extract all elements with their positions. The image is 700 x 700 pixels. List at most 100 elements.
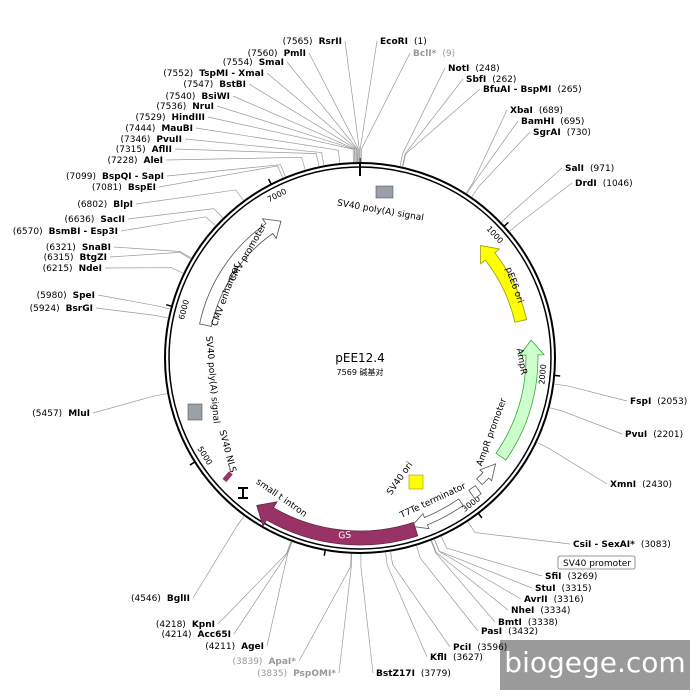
small-t-intron [238, 487, 248, 499]
cmv-arrow [199, 218, 282, 327]
sv40-promoter-box [557, 555, 636, 570]
site-label: (7081) BspEI [92, 183, 156, 193]
leader-line [361, 52, 411, 163]
site-pos: (7099) [66, 172, 96, 182]
site-name: BspEI [128, 183, 156, 193]
site-label: (7346) PvuII [120, 135, 182, 145]
tick-mark [189, 461, 196, 466]
feature-label: AmpR [514, 348, 529, 376]
site-label: XmnI (2430) [610, 480, 672, 490]
site-pos: (730) [567, 128, 591, 138]
site-label: AvrII (3316) [524, 595, 584, 605]
leader-line [433, 539, 522, 600]
leader-line [431, 540, 509, 611]
site-pos: (7560) [248, 49, 278, 59]
site-name: NruI [192, 102, 214, 112]
leader-line [338, 553, 353, 674]
site-name: BtgZI [80, 253, 107, 263]
site-pos: (7444) [125, 124, 155, 134]
site-pos: (9) [442, 49, 455, 59]
sv40-nls-box [222, 471, 233, 483]
leader-line [266, 72, 358, 163]
site-name: BamHI [521, 117, 554, 127]
leader-line [113, 246, 192, 259]
site-label: KflI (3627) [430, 653, 483, 663]
site-label: (7099) BspQI - SapI [66, 172, 164, 182]
site-name: BsrGI [66, 304, 93, 314]
tick-mark [323, 549, 327, 556]
site-pos: (7540) [165, 92, 195, 102]
site-pos: (7554) [223, 58, 253, 68]
site-pos: (3083) [641, 540, 671, 550]
sv40-polya-left [187, 403, 203, 421]
leader-line [135, 189, 244, 205]
leader-line [174, 148, 320, 167]
site-name: BmtI [498, 618, 522, 628]
leader-line [465, 109, 508, 194]
site-pos: (5980) [37, 291, 67, 301]
site-name: NheI [511, 606, 534, 616]
site-label: BclI* (9) [413, 49, 455, 59]
leader-line [360, 553, 374, 674]
tick-label: 3000 [460, 494, 482, 513]
site-label: SalI (971) [565, 164, 614, 174]
leader-line [109, 252, 192, 260]
leader-line [536, 442, 608, 485]
tick-mark [477, 512, 483, 519]
site-label: (7547) BstBI [183, 80, 246, 90]
site-label: EcoRI (1) [380, 37, 427, 47]
site-label: XbaI (689) [510, 106, 563, 116]
site-label: (5980) SpeI [37, 291, 95, 301]
site-label: (4218) KpnI [156, 620, 215, 630]
site-name: KflI [430, 653, 447, 663]
tick-label: 5000 [195, 445, 213, 467]
feature-label: SV40 poly(A) signal [336, 198, 424, 223]
leader-line [232, 95, 356, 163]
watermark-box [500, 640, 690, 690]
leader-line [359, 40, 378, 163]
site-label: FspI (2053) [630, 397, 687, 407]
site-label: StuI (3315) [535, 584, 591, 594]
site-label: (4211) AgeI [205, 642, 264, 652]
leader-line [401, 78, 464, 167]
site-label: DrdI (1046) [575, 179, 633, 189]
site-pos: (4211) [205, 642, 235, 652]
site-label: (5924) BsrGI [30, 304, 93, 314]
site-pos: (6802) [77, 200, 107, 210]
site-name: SnaBI [82, 243, 111, 253]
site-pos: (248) [475, 64, 499, 74]
site-name: PvuII [156, 135, 182, 145]
site-pos: (3269) [568, 572, 598, 582]
leader-line [195, 127, 341, 164]
site-name: BstBI [219, 80, 246, 90]
site-label: SfiI (3269) [545, 572, 597, 582]
site-pos: (689) [539, 106, 563, 116]
site-name: HindIII [171, 113, 205, 123]
leader-line [97, 294, 171, 310]
plasmid-size: 7569 碱基对 [337, 367, 384, 377]
site-label: SgrAI (730) [533, 128, 591, 138]
site-label: (7444) MauBI [125, 124, 193, 134]
site-pos: (5457) [32, 409, 62, 419]
leader-line [308, 52, 359, 163]
site-label: (7565) RsrII [283, 37, 342, 47]
site-name: DrdI [575, 179, 597, 189]
site-pos: (3835) [257, 669, 287, 679]
site-name: SacII [100, 215, 125, 225]
site-label: PasI (3432) [481, 627, 538, 637]
leader-line [192, 515, 245, 599]
site-label: BmtI (3338) [498, 618, 558, 628]
site-pos: (3338) [528, 618, 558, 628]
site-pos: (3627) [453, 653, 483, 663]
leader-line [266, 541, 293, 647]
leader-line [298, 553, 352, 662]
tick-label: 1000 [484, 224, 504, 245]
site-pos: (6321) [46, 243, 76, 253]
leader-line [95, 307, 169, 319]
site-pos: (3432) [508, 627, 538, 637]
site-name: BsiWI [201, 92, 230, 102]
leader-line [471, 131, 531, 198]
site-label: (7536) NruI [156, 102, 214, 112]
ampr-promoter-arrow [476, 463, 497, 486]
